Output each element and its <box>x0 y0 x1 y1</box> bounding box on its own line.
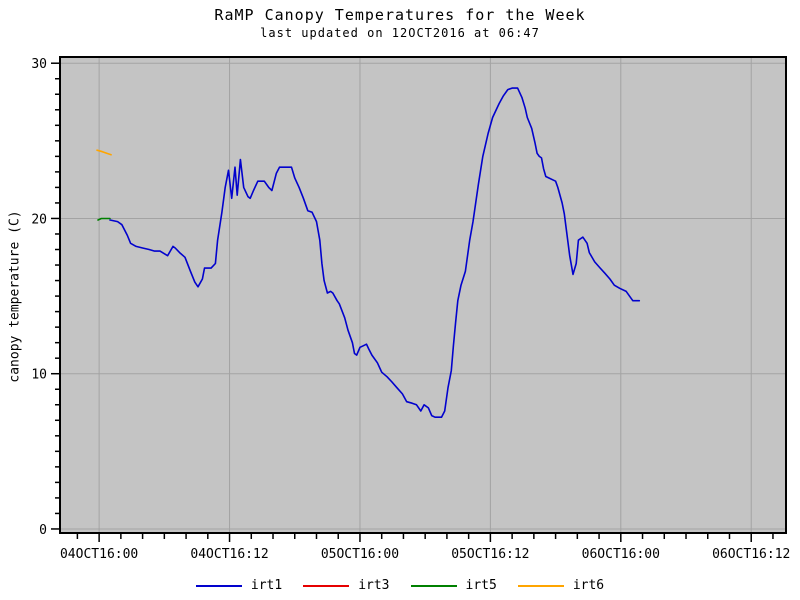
legend: irt1 irt3 irt5 irt6 <box>0 578 800 593</box>
legend-swatch-irt3 <box>303 584 350 587</box>
legend-item-irt5: irt5 <box>410 578 497 593</box>
plot-area <box>60 57 786 533</box>
x-tick-label: 06OCT16:00 <box>582 547 660 562</box>
legend-label-irt1: irt1 <box>250 578 283 593</box>
series-irt5-line <box>97 217 111 221</box>
legend-item-irt6: irt6 <box>517 578 605 593</box>
legend-label-irt5: irt5 <box>465 578 497 593</box>
legend-swatch-irt5 <box>410 584 457 587</box>
chart-title: RaMP Canopy Temperatures for the Week <box>214 6 586 24</box>
series-irt6-line <box>96 149 112 156</box>
y-tick-label: 10 <box>31 368 47 383</box>
legend-label-irt6: irt6 <box>572 578 605 593</box>
plot-frame <box>59 56 787 534</box>
chart-subtitle: last updated on 12OCT2016 at 06:47 <box>260 26 540 40</box>
y-tick-label: 30 <box>31 57 47 72</box>
y-tick-label: 20 <box>31 212 47 227</box>
x-tick-label: 06OCT16:12 <box>712 547 790 562</box>
series-irt1-line <box>109 87 641 418</box>
x-tick-label: 05OCT16:12 <box>451 547 529 562</box>
legend-item-irt3: irt3 <box>303 578 390 593</box>
legend-item-irt1: irt1 <box>195 578 283 593</box>
legend-label-irt3: irt3 <box>358 578 390 593</box>
legend-swatch-irt1 <box>195 584 242 587</box>
y-tick-label: 0 <box>39 523 47 538</box>
x-tick-label: 04OCT16:00 <box>60 547 138 562</box>
x-tick-label: 05OCT16:00 <box>321 547 399 562</box>
x-tick-label: 04OCT16:12 <box>190 547 268 562</box>
legend-swatch-irt6 <box>517 584 564 587</box>
